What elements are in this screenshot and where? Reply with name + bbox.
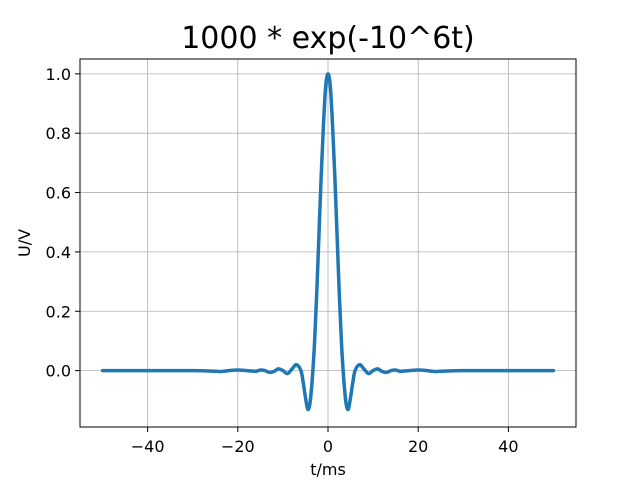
y-tick-label: 0.2 — [46, 302, 71, 321]
x-tick-label: −40 — [131, 437, 165, 456]
y-ticks: 0.0 0.2 0.4 0.6 0.8 1.0 — [46, 65, 80, 381]
x-tick-label: 40 — [498, 437, 518, 456]
series-line — [100, 72, 556, 412]
y-tick-label: 0.4 — [46, 243, 71, 262]
x-ticks: −40 −20 0 20 40 — [131, 427, 519, 456]
plot-line-group — [100, 72, 556, 412]
y-tick-label: 0.8 — [46, 124, 71, 143]
x-tick-label: 0 — [323, 437, 333, 456]
y-tick-label: 0.0 — [46, 362, 71, 381]
x-axis-label: t/ms — [310, 460, 346, 479]
y-tick-label: 0.6 — [46, 184, 71, 203]
x-tick-label: 20 — [408, 437, 428, 456]
y-tick-label: 1.0 — [46, 65, 71, 84]
y-axis-label: U/V — [15, 229, 34, 257]
chart-title: 1000 * exp(-10^6t) — [181, 21, 475, 56]
x-tick-label: −20 — [221, 437, 255, 456]
